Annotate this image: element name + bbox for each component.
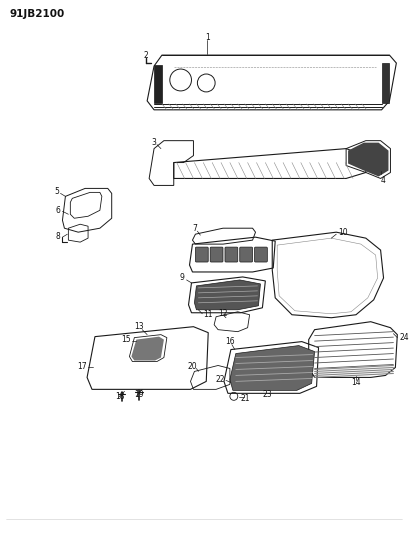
Text: 9: 9: [179, 273, 184, 282]
Bar: [154, 65, 162, 103]
Text: 7: 7: [192, 224, 197, 233]
Text: 23: 23: [262, 390, 272, 399]
Text: 20: 20: [187, 362, 197, 371]
Bar: [382, 63, 389, 103]
Text: 17: 17: [77, 362, 87, 371]
Text: 91JB2100: 91JB2100: [9, 9, 65, 19]
FancyBboxPatch shape: [210, 247, 223, 262]
FancyBboxPatch shape: [240, 247, 253, 262]
Text: 10: 10: [338, 228, 348, 237]
Text: 18: 18: [115, 392, 124, 401]
Text: 19: 19: [134, 390, 144, 399]
Text: 8: 8: [55, 232, 60, 241]
Text: 21: 21: [241, 394, 250, 403]
Text: 5: 5: [54, 187, 59, 196]
Text: 1: 1: [205, 33, 210, 42]
Text: 4: 4: [381, 176, 386, 185]
Text: 24: 24: [399, 333, 409, 342]
Text: 11: 11: [203, 310, 213, 319]
Text: 13: 13: [134, 322, 144, 331]
Text: 2: 2: [144, 51, 149, 60]
Text: 15: 15: [122, 335, 131, 344]
Polygon shape: [131, 337, 164, 360]
Polygon shape: [194, 280, 260, 310]
Text: 3: 3: [152, 138, 157, 147]
Polygon shape: [230, 345, 315, 390]
Text: 6: 6: [55, 206, 60, 215]
Text: 22: 22: [215, 375, 225, 384]
FancyBboxPatch shape: [225, 247, 238, 262]
Text: 14: 14: [351, 378, 361, 387]
FancyBboxPatch shape: [255, 247, 267, 262]
FancyBboxPatch shape: [195, 247, 208, 262]
Text: 16: 16: [225, 337, 235, 346]
Polygon shape: [348, 143, 389, 176]
Text: 12: 12: [218, 309, 228, 318]
